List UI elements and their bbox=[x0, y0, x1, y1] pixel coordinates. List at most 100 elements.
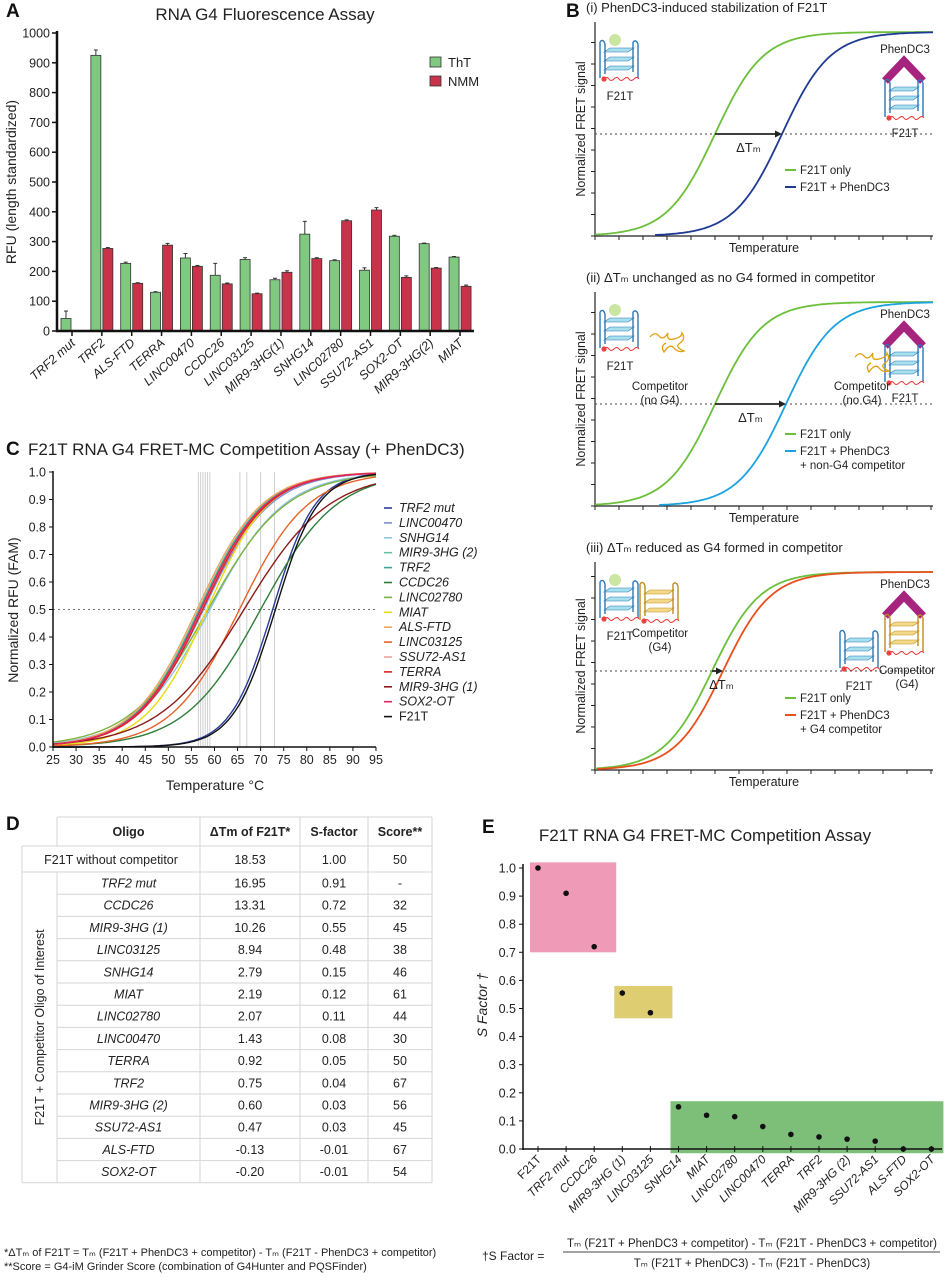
bar-nmm bbox=[132, 282, 144, 332]
cell-score: 30 bbox=[393, 1032, 407, 1046]
legend-label: SSU72-AS1 bbox=[399, 650, 466, 664]
x-tick-label: 75 bbox=[277, 753, 291, 767]
melting-curve bbox=[654, 31, 933, 236]
x-tick-label: 45 bbox=[138, 753, 152, 767]
legend-label: NMM bbox=[448, 74, 479, 89]
panel-b-schematic-2: (ii) ΔTₘ unchanged as no G4 formed in co… bbox=[574, 270, 934, 525]
x-axis-label: Temperature bbox=[729, 511, 799, 525]
y-tick-label: 0.4 bbox=[29, 631, 46, 645]
y-tick-label: 0.0 bbox=[499, 1143, 516, 1157]
table-row: MIR9-3HG (1) 10.26 0.55 45 bbox=[89, 921, 407, 935]
y-tick-label: 0.5 bbox=[29, 603, 46, 617]
cell-oligo: LINC02780 bbox=[97, 1010, 160, 1024]
bar-tht bbox=[418, 243, 430, 332]
y-tick-label: 1.0 bbox=[499, 862, 516, 876]
legend-label: TRF2 mut bbox=[399, 501, 455, 515]
panel-e-scatter-chart: F21T RNA G4 FRET-MC Competition Assay S F… bbox=[474, 826, 944, 1270]
fluorophore-glow-icon bbox=[609, 574, 621, 586]
x-axis-label: Temperature bbox=[729, 241, 799, 255]
y-axis-label: RFU (length standardized) bbox=[3, 100, 19, 264]
phendc3-ligand-icon bbox=[882, 55, 926, 84]
data-point bbox=[563, 890, 569, 897]
bar-nmm bbox=[430, 267, 442, 332]
legend-label: F21T only bbox=[800, 693, 851, 705]
legend-label: TRF2 bbox=[399, 561, 430, 575]
arrowhead-icon bbox=[775, 130, 782, 138]
cell-s-factor: 0.03 bbox=[322, 1099, 346, 1113]
y-tick-label: 0.6 bbox=[499, 974, 516, 988]
group-highlight-box bbox=[530, 862, 617, 953]
panel-d-table: Oligo ΔTm of F21T* S-factor Score** F21T wit… bbox=[4, 816, 436, 1273]
cell-oligo: TERRA bbox=[107, 1054, 149, 1068]
panel-label-e: E bbox=[482, 817, 495, 838]
cell-s-factor: -0.01 bbox=[320, 1143, 349, 1157]
arrowhead-icon bbox=[779, 400, 786, 408]
series-line bbox=[52, 472, 377, 745]
table-row: TERRA 0.92 0.05 50 bbox=[107, 1054, 407, 1068]
series-line bbox=[52, 472, 377, 745]
panel-b-schematic-1: (i) PhenDC3-induced stabilization of F21… bbox=[574, 0, 933, 255]
data-point bbox=[928, 1146, 935, 1152]
cell-delta-tm: 0.60 bbox=[238, 1099, 262, 1113]
competitor-g4-icon bbox=[639, 581, 680, 624]
cell-delta-tm: 18.53 bbox=[234, 853, 265, 867]
table-row: TRF2 0.75 0.04 67 bbox=[113, 1076, 407, 1090]
y-tick-label: 200 bbox=[29, 265, 50, 279]
x-tick-label: 90 bbox=[346, 753, 360, 767]
y-tick-label: 0.9 bbox=[499, 890, 516, 904]
legend-label: ALS-FTD bbox=[398, 620, 451, 634]
bar-tht bbox=[388, 235, 400, 332]
table-row: MIR9-3HG (2) 0.60 0.03 56 bbox=[89, 1099, 407, 1113]
legend-label: CCDC26 bbox=[399, 576, 449, 590]
legend-label: F21T + PhenDC3 bbox=[800, 446, 890, 458]
cell-oligo: LINC03125 bbox=[97, 943, 160, 957]
series-line bbox=[52, 474, 377, 743]
legend-label: F21T bbox=[399, 710, 429, 724]
cell-delta-tm: 0.75 bbox=[238, 1076, 262, 1090]
cell-oligo: SOX2-OT bbox=[101, 1165, 157, 1179]
y-tick-label: 0.8 bbox=[29, 521, 46, 535]
subpanel-title: (iii) ΔTₘ reduced as G4 formed in compet… bbox=[586, 540, 843, 555]
bar-tht bbox=[209, 274, 221, 332]
data-point bbox=[760, 1123, 766, 1130]
x-tick-label: 60 bbox=[208, 753, 222, 767]
column-header: Oligo bbox=[113, 825, 145, 839]
bar-nmm bbox=[102, 248, 114, 332]
quencher-dot bbox=[641, 618, 647, 624]
cell-delta-tm: 2.07 bbox=[238, 1010, 262, 1024]
table-row: TRF2 mut 16.95 0.91 - bbox=[101, 877, 402, 891]
subpanel-title: (i) PhenDC3-induced stabilization of F21… bbox=[586, 0, 827, 15]
series-line bbox=[52, 472, 377, 745]
bar-tht bbox=[299, 233, 311, 332]
y-axis-label: S Factor † bbox=[474, 973, 490, 1038]
cell-s-factor: 0.55 bbox=[322, 921, 346, 935]
data-point bbox=[619, 990, 626, 996]
x-tick-label: 25 bbox=[46, 753, 60, 767]
cell-delta-tm: -0.13 bbox=[236, 1143, 265, 1157]
arrowhead-icon bbox=[716, 667, 723, 675]
series-line bbox=[52, 483, 377, 745]
bar-tht bbox=[239, 259, 251, 332]
y-tick-label: 0.3 bbox=[499, 1058, 516, 1072]
legend-label: LINC02780 bbox=[399, 590, 462, 604]
bar-tht bbox=[448, 256, 460, 332]
legend-label: F21T + PhenDC3 bbox=[800, 710, 890, 722]
cell-score: 38 bbox=[393, 943, 407, 957]
legend-label: LINC00470 bbox=[399, 516, 462, 530]
quencher-dot bbox=[601, 76, 607, 82]
data-point bbox=[675, 1104, 682, 1110]
y-tick-label: 1.0 bbox=[29, 466, 46, 480]
cell-oligo: MIAT bbox=[114, 988, 144, 1002]
data-point bbox=[535, 865, 541, 871]
bar-nmm bbox=[400, 276, 412, 332]
y-tick-label: 0 bbox=[43, 325, 50, 339]
competitor-label: Competitor bbox=[879, 665, 935, 677]
quencher-dot bbox=[601, 616, 607, 622]
bar-nmm bbox=[341, 220, 353, 332]
fluorophore-glow-icon bbox=[609, 34, 621, 46]
x-tick-label: 30 bbox=[69, 753, 83, 767]
legend-swatch bbox=[429, 75, 442, 87]
x-tick-label: 40 bbox=[115, 753, 129, 767]
competitor-no-g4-icon bbox=[649, 330, 686, 354]
fluorophore-glow-icon bbox=[609, 304, 621, 316]
